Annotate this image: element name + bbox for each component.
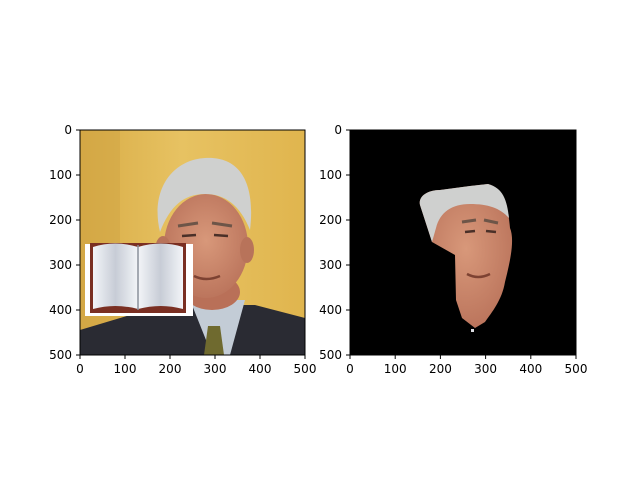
wall-shade	[80, 130, 120, 355]
y-tick-label: 200	[319, 213, 342, 227]
face-segment-mouth	[466, 272, 491, 279]
x-tick-label: 400	[249, 362, 272, 376]
hair-shape	[157, 157, 252, 232]
book-overlay	[85, 243, 193, 316]
tie-shape	[204, 326, 224, 355]
x-tick-label: 100	[114, 362, 137, 376]
x-tick-label: 200	[159, 362, 182, 376]
x-tick-label: 300	[204, 362, 227, 376]
left-axes-frame	[79, 129, 306, 356]
left-axis-ticks: 0 100 200 300 400 500 0 100 200 300 400 500	[49, 123, 316, 376]
right-image-panel	[350, 130, 576, 355]
y-tick-label: 400	[49, 303, 72, 317]
y-tick-label: 0	[334, 123, 342, 137]
left-image-panel	[80, 130, 305, 355]
eyebrows	[177, 221, 233, 228]
y-tick-label: 100	[319, 168, 342, 182]
y-tick-label: 500	[49, 348, 72, 362]
right-axis-ticks: 0 100 200 300 400 500 0 100 200 300 400 500	[319, 123, 587, 376]
y-tick-label: 400	[319, 303, 342, 317]
face-segment-fleck	[471, 329, 474, 332]
x-tick-label: 0	[76, 362, 84, 376]
ear-right	[240, 237, 254, 263]
y-tick-label: 0	[64, 123, 72, 137]
book-page-right	[138, 243, 183, 309]
eyes	[181, 233, 229, 238]
right-axes-frame	[349, 129, 577, 356]
x-tick-label: 300	[474, 362, 497, 376]
y-tick-label: 300	[319, 258, 342, 272]
x-tick-label: 100	[384, 362, 407, 376]
y-tick-label: 300	[49, 258, 72, 272]
y-tick-label: 200	[49, 213, 72, 227]
y-tick-label: 500	[319, 348, 342, 362]
x-tick-label: 500	[294, 362, 317, 376]
x-tick-label: 200	[429, 362, 452, 376]
face-segment-eyebrows	[461, 218, 499, 225]
x-tick-label: 500	[565, 362, 588, 376]
x-tick-label: 400	[519, 362, 542, 376]
x-tick-label: 0	[346, 362, 354, 376]
mouth	[193, 274, 221, 281]
book-page-left	[93, 243, 138, 309]
face-segment-eyes	[464, 229, 497, 234]
face-segment-hair	[419, 184, 509, 242]
y-tick-label: 100	[49, 168, 72, 182]
